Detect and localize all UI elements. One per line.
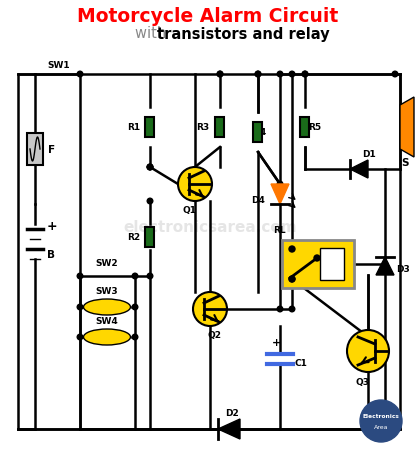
Circle shape — [132, 274, 138, 279]
Text: R3: R3 — [196, 123, 210, 132]
Circle shape — [217, 72, 223, 78]
Circle shape — [289, 276, 295, 282]
Text: transistors and relay: transistors and relay — [157, 27, 329, 41]
Circle shape — [77, 72, 83, 78]
Bar — [146, 118, 155, 138]
Polygon shape — [271, 184, 289, 205]
Circle shape — [289, 72, 295, 78]
Polygon shape — [376, 258, 394, 276]
Circle shape — [289, 307, 295, 312]
Text: F: F — [48, 145, 55, 155]
Circle shape — [347, 330, 389, 372]
Circle shape — [302, 72, 308, 78]
Text: Q3: Q3 — [356, 377, 370, 386]
Text: SW4: SW4 — [95, 316, 118, 325]
Text: C1: C1 — [295, 358, 308, 367]
Circle shape — [277, 72, 283, 78]
Circle shape — [147, 199, 153, 204]
Text: Electronics: Electronics — [362, 414, 399, 419]
Circle shape — [147, 274, 153, 279]
Text: D1: D1 — [362, 150, 376, 159]
Circle shape — [132, 335, 138, 340]
Circle shape — [277, 182, 283, 187]
Circle shape — [132, 304, 138, 310]
Bar — [216, 118, 224, 138]
Ellipse shape — [83, 329, 131, 345]
Ellipse shape — [83, 299, 131, 315]
Circle shape — [255, 72, 261, 78]
Text: RL: RL — [273, 226, 285, 235]
Text: +: + — [47, 220, 58, 233]
Text: SW2: SW2 — [95, 258, 118, 267]
Circle shape — [392, 72, 398, 78]
Circle shape — [147, 165, 153, 170]
Text: with: with — [135, 27, 171, 41]
Text: D3: D3 — [396, 264, 410, 273]
Text: B: B — [47, 249, 55, 259]
Bar — [27, 133, 43, 166]
Text: S: S — [401, 158, 409, 168]
Text: R4: R4 — [253, 128, 266, 137]
Bar — [254, 123, 262, 143]
Text: Q1: Q1 — [183, 206, 197, 215]
Circle shape — [314, 255, 320, 262]
Bar — [282, 240, 354, 288]
Circle shape — [217, 72, 223, 78]
Bar — [320, 249, 344, 281]
Text: electronicsarea.com: electronicsarea.com — [123, 220, 297, 235]
Text: D4: D4 — [251, 196, 265, 205]
Circle shape — [193, 292, 227, 326]
Text: Motorcycle Alarm Circuit: Motorcycle Alarm Circuit — [78, 6, 339, 25]
Circle shape — [289, 276, 295, 282]
Circle shape — [77, 335, 83, 340]
Polygon shape — [400, 98, 414, 158]
Text: Q2: Q2 — [208, 330, 222, 339]
Circle shape — [77, 304, 83, 310]
Circle shape — [255, 72, 261, 78]
Text: R5: R5 — [308, 123, 321, 132]
Polygon shape — [350, 161, 368, 179]
Circle shape — [302, 72, 308, 78]
Text: SW3: SW3 — [95, 286, 118, 295]
Text: R2: R2 — [128, 233, 141, 242]
Text: SW1: SW1 — [48, 61, 70, 70]
Circle shape — [147, 165, 153, 170]
Text: R1: R1 — [128, 123, 141, 132]
Text: D2: D2 — [225, 408, 239, 417]
Circle shape — [289, 246, 295, 253]
Circle shape — [382, 262, 388, 267]
Circle shape — [360, 400, 402, 442]
Text: +: + — [272, 337, 281, 347]
Polygon shape — [218, 419, 240, 439]
Text: Area: Area — [374, 424, 388, 429]
Circle shape — [178, 168, 212, 202]
Bar — [146, 227, 155, 248]
Bar — [301, 118, 309, 138]
Circle shape — [277, 307, 283, 312]
Circle shape — [77, 274, 83, 279]
Circle shape — [147, 165, 153, 170]
